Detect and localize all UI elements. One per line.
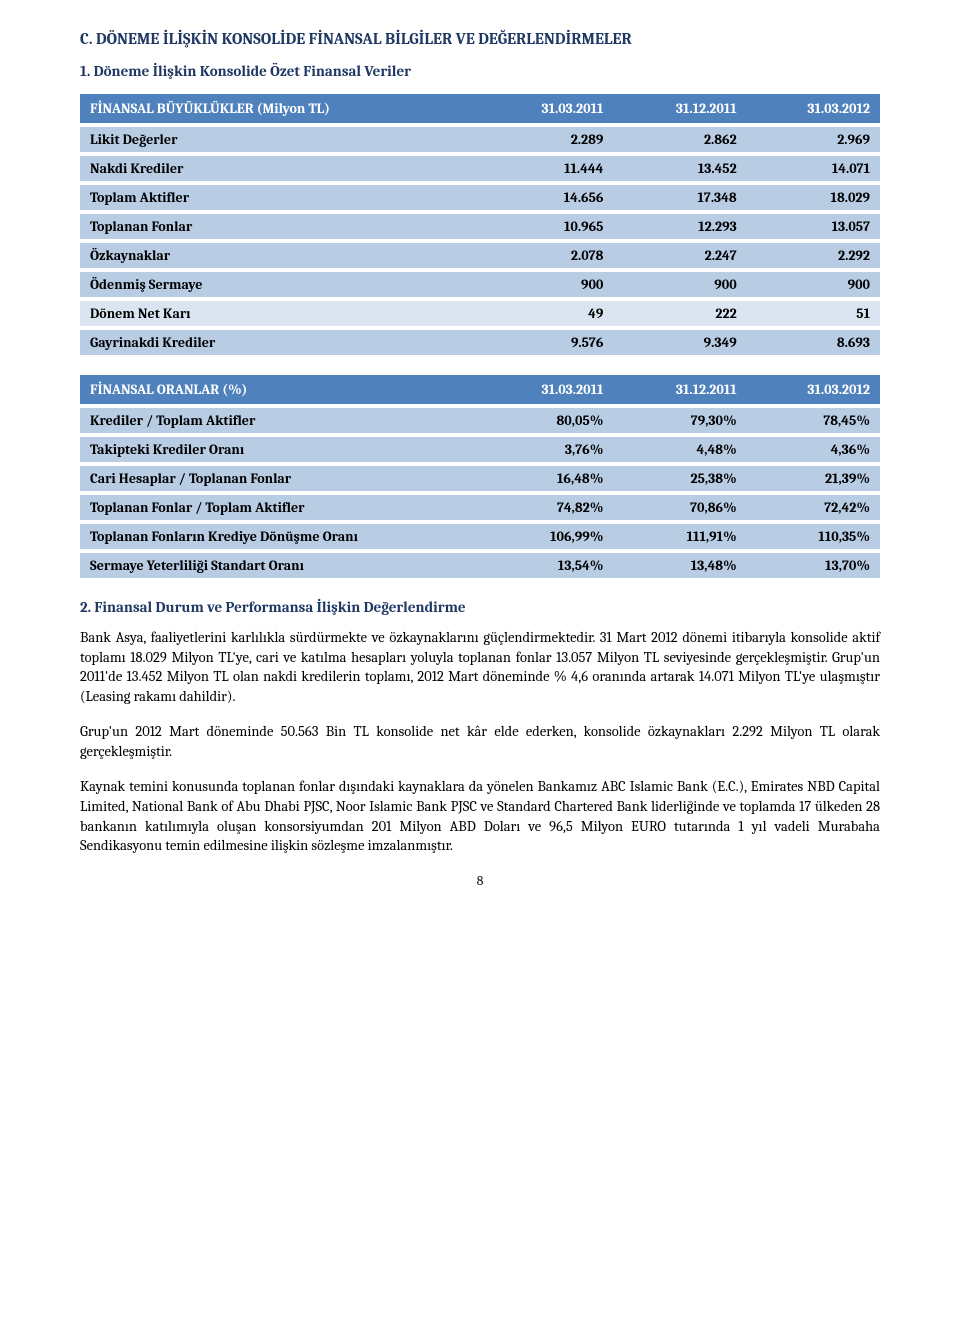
table2-col3: 31.03.2012	[747, 375, 880, 404]
row-val: 2.862	[613, 127, 746, 152]
row-val: 14.656	[480, 185, 613, 210]
row-val: 13,48%	[613, 553, 746, 578]
table-row: Sermaye Yeterliliği Standart Oranı13,54%…	[80, 553, 880, 578]
row-val: 80,05%	[480, 408, 613, 433]
row-val: 2.289	[480, 127, 613, 152]
row-val: 10.965	[480, 214, 613, 239]
row-val: 4,48%	[613, 437, 746, 462]
row-label: Likit Değerler	[80, 127, 480, 152]
paragraph-3: Kaynak temini konusunda toplanan fonlar …	[80, 777, 880, 855]
row-val: 79,30%	[613, 408, 746, 433]
table-row: Toplam Aktifler14.65617.34818.029	[80, 185, 880, 210]
row-label: Takipteki Krediler Oranı	[80, 437, 480, 462]
table2-header-label: FİNANSAL ORANLAR (%)	[80, 375, 480, 404]
row-val: 11.444	[480, 156, 613, 181]
table-row: Toplanan Fonların Krediye Dönüşme Oranı1…	[80, 524, 880, 549]
table-row: Krediler / Toplam Aktifler80,05%79,30%78…	[80, 408, 880, 433]
table-header-row: FİNANSAL ORANLAR (%) 31.03.2011 31.12.20…	[80, 375, 880, 404]
section-heading: C. DÖNEME İLİŞKİN KONSOLİDE FİNANSAL BİL…	[80, 30, 880, 48]
row-val: 16,48%	[480, 466, 613, 491]
row-val: 3,76%	[480, 437, 613, 462]
table1-col2: 31.12.2011	[613, 94, 746, 123]
row-val: 106,99%	[480, 524, 613, 549]
table-row: Özkaynaklar2.0782.2472.292	[80, 243, 880, 268]
page-number: 8	[80, 872, 880, 889]
row-val: 51	[747, 301, 880, 326]
row-val: 13,54%	[480, 553, 613, 578]
row-val: 13,70%	[747, 553, 880, 578]
row-val: 900	[747, 272, 880, 297]
row-label: Nakdi Krediler	[80, 156, 480, 181]
table-row: Likit Değerler2.2892.8622.969	[80, 127, 880, 152]
table-row: Ödenmiş Sermaye900900900	[80, 272, 880, 297]
row-label: Gayrinakdi Krediler	[80, 330, 480, 355]
table-row: Cari Hesaplar / Toplanan Fonlar16,48%25,…	[80, 466, 880, 491]
row-val: 4,36%	[747, 437, 880, 462]
table-row: Nakdi Krediler11.44413.45214.071	[80, 156, 880, 181]
row-val: 70,86%	[613, 495, 746, 520]
row-val: 49	[480, 301, 613, 326]
row-label: Toplanan Fonların Krediye Dönüşme Oranı	[80, 524, 480, 549]
sub-heading-2: 2. Finansal Durum ve Performansa İlişkin…	[80, 598, 880, 616]
row-val: 21,39%	[747, 466, 880, 491]
row-val: 2.969	[747, 127, 880, 152]
row-val: 25,38%	[613, 466, 746, 491]
row-label: Krediler / Toplam Aktifler	[80, 408, 480, 433]
row-val: 74,82%	[480, 495, 613, 520]
table1-col1: 31.03.2011	[480, 94, 613, 123]
row-val: 900	[480, 272, 613, 297]
row-label: Toplanan Fonlar	[80, 214, 480, 239]
row-val: 9.576	[480, 330, 613, 355]
row-val: 900	[613, 272, 746, 297]
row-val: 222	[613, 301, 746, 326]
table-row: Dönem Net Karı4922251	[80, 301, 880, 326]
row-label: Ödenmiş Sermaye	[80, 272, 480, 297]
table2-col2: 31.12.2011	[613, 375, 746, 404]
row-val: 72,42%	[747, 495, 880, 520]
sub-heading-1: 1. Döneme İlişkin Konsolide Özet Finansa…	[80, 62, 880, 80]
row-val: 110,35%	[747, 524, 880, 549]
row-label: Toplam Aktifler	[80, 185, 480, 210]
row-val: 13.452	[613, 156, 746, 181]
financial-figures-table: FİNANSAL BÜYÜKLÜKLER (Milyon TL) 31.03.2…	[80, 94, 880, 355]
table-row: Toplanan Fonlar10.96512.29313.057	[80, 214, 880, 239]
row-val: 111,91%	[613, 524, 746, 549]
row-val: 13.057	[747, 214, 880, 239]
table1-col3: 31.03.2012	[747, 94, 880, 123]
table1-header-label: FİNANSAL BÜYÜKLÜKLER (Milyon TL)	[80, 94, 480, 123]
row-val: 14.071	[747, 156, 880, 181]
table-row: Takipteki Krediler Oranı3,76%4,48%4,36%	[80, 437, 880, 462]
row-label: Özkaynaklar	[80, 243, 480, 268]
paragraphs: Bank Asya, faaliyetlerini karlılıkla sür…	[80, 628, 880, 856]
table-row: Toplanan Fonlar / Toplam Aktifler74,82%7…	[80, 495, 880, 520]
row-val: 2.292	[747, 243, 880, 268]
table-header-row: FİNANSAL BÜYÜKLÜKLER (Milyon TL) 31.03.2…	[80, 94, 880, 123]
row-val: 18.029	[747, 185, 880, 210]
row-label: Cari Hesaplar / Toplanan Fonlar	[80, 466, 480, 491]
table-row: Gayrinakdi Krediler9.5769.3498.693	[80, 330, 880, 355]
table2-col1: 31.03.2011	[480, 375, 613, 404]
row-label: Dönem Net Karı	[80, 301, 480, 326]
paragraph-2: Grup'un 2012 Mart döneminde 50.563 Bin T…	[80, 722, 880, 761]
row-label: Sermaye Yeterliliği Standart Oranı	[80, 553, 480, 578]
row-val: 9.349	[613, 330, 746, 355]
financial-ratios-table: FİNANSAL ORANLAR (%) 31.03.2011 31.12.20…	[80, 375, 880, 578]
paragraph-1: Bank Asya, faaliyetlerini karlılıkla sür…	[80, 628, 880, 706]
row-val: 8.693	[747, 330, 880, 355]
row-val: 78,45%	[747, 408, 880, 433]
row-val: 17.348	[613, 185, 746, 210]
row-label: Toplanan Fonlar / Toplam Aktifler	[80, 495, 480, 520]
row-val: 2.247	[613, 243, 746, 268]
row-val: 12.293	[613, 214, 746, 239]
row-val: 2.078	[480, 243, 613, 268]
